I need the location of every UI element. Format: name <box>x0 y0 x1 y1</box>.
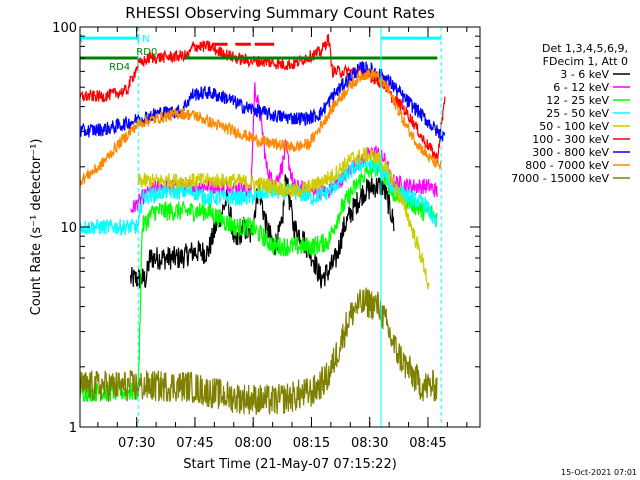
legend-label: 25 - 50 keV <box>546 107 609 120</box>
rd4-label: RD4 <box>109 62 130 73</box>
legend-label: 12 - 25 keV <box>546 94 609 107</box>
legend-label: 300 - 800 keV <box>532 146 609 159</box>
legend-label: 3 - 6 keV <box>560 68 609 81</box>
axes: 1 10 100 07:30 07:45 08:00 08:15 08:30 08:45 <box>52 21 480 451</box>
x-axis-label: Start Time (21-May-07 07:15:22) <box>183 457 397 472</box>
x-tick-label: 08:00 <box>234 436 271 451</box>
series-line-1 <box>129 174 395 289</box>
legend-label: 800 - 7000 keV <box>525 159 609 172</box>
legend: Det 1,3,4,5,6,9,FDecim 1, Att 03 - 6 keV… <box>511 42 630 185</box>
x-tick-label: 07:30 <box>118 436 155 451</box>
chart-title: RHESSI Observing Summary Count Rates <box>125 4 435 22</box>
generated-timestamp: 15-Oct-2021 07:01 <box>561 468 637 477</box>
x-tick-label: 08:30 <box>351 436 388 451</box>
legend-label: 100 - 300 keV <box>532 133 609 146</box>
y-tick-label: 100 <box>52 21 77 36</box>
n-label: N <box>142 34 149 45</box>
legend-header: FDecim 1, Att 0 <box>543 55 628 68</box>
rd0-label: RD0 <box>136 47 157 58</box>
x-tick-label: 08:45 <box>409 436 446 451</box>
legend-label: 7000 - 15000 keV <box>511 172 609 185</box>
series-line-4 <box>80 155 438 237</box>
legend-label: 50 - 100 keV <box>539 120 609 133</box>
legend-header: Det 1,3,4,5,6,9, <box>542 42 628 55</box>
series-line-9 <box>80 287 438 416</box>
x-tick-label: 08:15 <box>293 436 330 451</box>
series-line-6 <box>80 34 446 164</box>
y-tick-label: 1 <box>69 421 77 436</box>
y-tick-label: 10 <box>60 221 77 236</box>
plot-area: N RD0 RD4 <box>80 27 446 427</box>
series-line-3 <box>80 156 438 403</box>
legend-label: 6 - 12 keV <box>553 81 609 94</box>
y-axis-label: Count Rate (s⁻¹ detector⁻¹) <box>29 139 44 316</box>
x-tick-label: 07:45 <box>176 436 213 451</box>
